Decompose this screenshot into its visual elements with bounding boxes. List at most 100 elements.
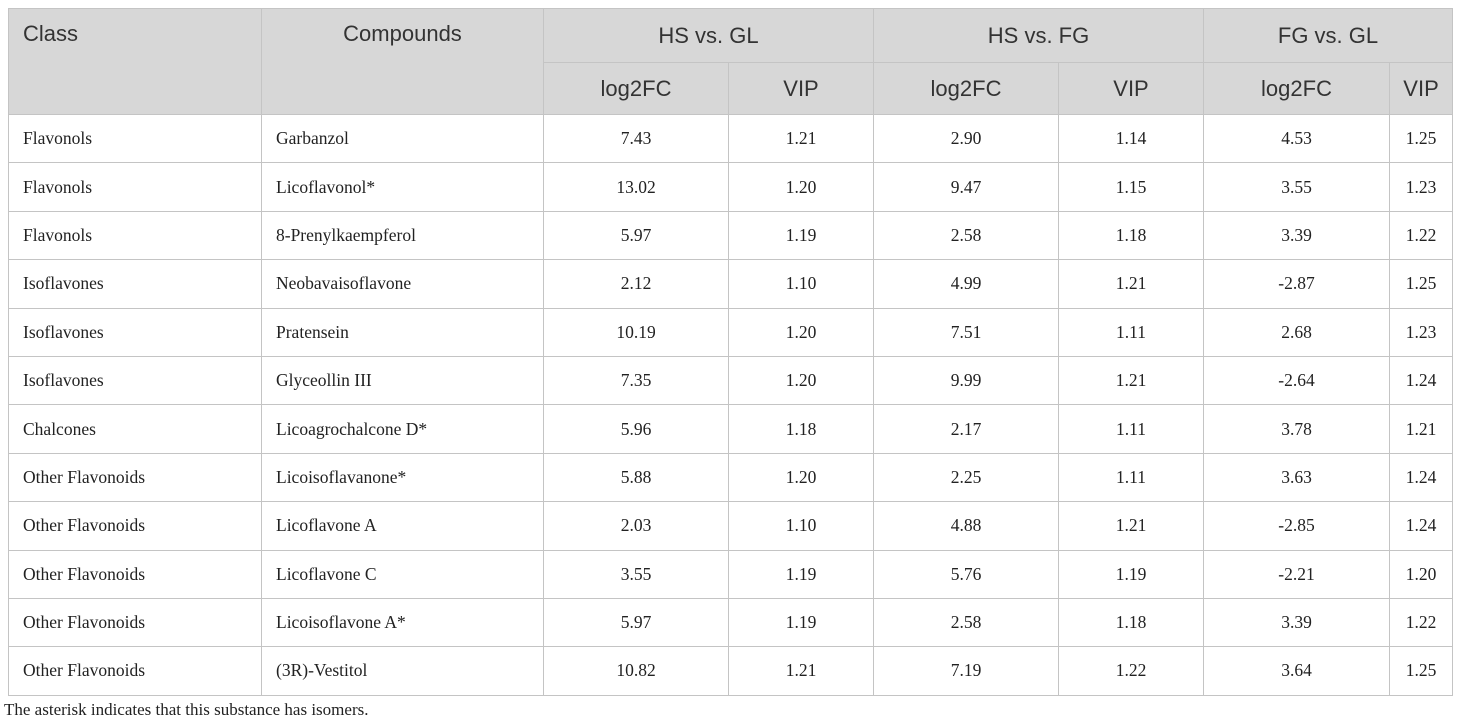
value-cell: 1.23 bbox=[1389, 307, 1454, 357]
text-cell: Licoisoflavanone* bbox=[261, 452, 544, 503]
value-cell: 7.43 bbox=[543, 113, 729, 164]
value-cell: 1.19 bbox=[728, 549, 874, 599]
value-cell: 3.63 bbox=[1203, 452, 1391, 503]
table-container: Class Compounds HS vs. GL HS vs. FG FG v… bbox=[8, 8, 1454, 696]
value-cell: 1.10 bbox=[728, 501, 874, 551]
value-cell: 3.55 bbox=[1203, 162, 1391, 212]
value-cell: 5.88 bbox=[543, 452, 729, 503]
value-cell: 7.19 bbox=[873, 646, 1059, 696]
value-cell: 2.58 bbox=[873, 597, 1059, 648]
table-row: Isoflavones Neobavaisoflavone 2.12 1.10 4.99… bbox=[8, 259, 1454, 309]
value-cell: 1.21 bbox=[1389, 404, 1454, 454]
data-table: Class Compounds HS vs. GL HS vs. FG FG v… bbox=[8, 8, 1454, 696]
value-cell: 1.15 bbox=[1057, 162, 1205, 212]
value-cell: 2.17 bbox=[873, 404, 1059, 454]
value-cell: 1.21 bbox=[1057, 501, 1205, 551]
value-cell: 1.25 bbox=[1389, 113, 1454, 164]
table-row: Flavonols Garbanzol 7.43 1.21 2.90 1.14 4.53 1.… bbox=[8, 113, 1454, 164]
text-cell: Flavonols bbox=[8, 210, 262, 261]
value-cell: 1.24 bbox=[1389, 452, 1454, 503]
text-cell: Licoisoflavone A* bbox=[261, 597, 544, 648]
value-cell: 1.18 bbox=[1057, 597, 1205, 648]
text-cell: Licoflavonol* bbox=[261, 162, 544, 212]
text-cell: Licoflavone A bbox=[261, 501, 544, 551]
value-cell: 1.19 bbox=[1057, 549, 1205, 599]
value-cell: 10.82 bbox=[543, 646, 729, 696]
text-cell: Isoflavones bbox=[8, 307, 262, 357]
value-cell: 1.10 bbox=[728, 259, 874, 309]
value-cell: 1.20 bbox=[728, 452, 874, 503]
header-group: HS vs. FG bbox=[872, 8, 1205, 63]
subheader-cell: VIP bbox=[1057, 62, 1205, 115]
value-cell: 3.78 bbox=[1203, 404, 1391, 454]
value-cell: 1.22 bbox=[1389, 210, 1454, 261]
text-cell: Other Flavonoids bbox=[8, 646, 262, 696]
header-group: FG vs. GL bbox=[1203, 8, 1454, 63]
value-cell: 4.88 bbox=[873, 501, 1059, 551]
value-cell: 1.20 bbox=[1389, 549, 1454, 599]
text-cell: 8-Prenylkaempferol bbox=[261, 210, 544, 261]
value-cell: 1.21 bbox=[1057, 259, 1205, 309]
value-cell: 3.39 bbox=[1203, 597, 1391, 648]
value-cell: 5.97 bbox=[543, 597, 729, 648]
header-cell: Class bbox=[8, 8, 262, 115]
value-cell: 1.20 bbox=[728, 162, 874, 212]
value-cell: 1.11 bbox=[1057, 452, 1205, 503]
value-cell: 1.20 bbox=[728, 355, 874, 406]
text-cell: Other Flavonoids bbox=[8, 597, 262, 648]
value-cell: 2.25 bbox=[873, 452, 1059, 503]
value-cell: 5.96 bbox=[543, 404, 729, 454]
value-cell: 1.19 bbox=[728, 597, 874, 648]
table-row: Isoflavones Pratensein 10.19 1.20 7.51 1.11 2.… bbox=[8, 307, 1454, 357]
value-cell: 5.76 bbox=[873, 549, 1059, 599]
table-row: Isoflavones Glyceollin III 7.35 1.20 9.99 1.2… bbox=[8, 355, 1454, 406]
header-cell: Compounds bbox=[261, 8, 544, 115]
table-row: Other Flavonoids Licoisoflavanone* 5.88 1.2… bbox=[8, 452, 1454, 503]
value-cell: -2.85 bbox=[1203, 501, 1391, 551]
value-cell: 3.39 bbox=[1203, 210, 1391, 261]
value-cell: 1.11 bbox=[1057, 307, 1205, 357]
value-cell: 9.99 bbox=[873, 355, 1059, 406]
value-cell: 1.18 bbox=[728, 404, 874, 454]
value-cell: 7.35 bbox=[543, 355, 729, 406]
value-cell: 1.25 bbox=[1389, 646, 1454, 696]
table-row: Chalcones Licoagrochalcone D* 5.96 1.18 2.17… bbox=[8, 404, 1454, 454]
value-cell: 1.20 bbox=[728, 307, 874, 357]
subheader-cell: log2FC bbox=[1203, 62, 1391, 115]
value-cell: 1.11 bbox=[1057, 404, 1205, 454]
value-cell: 7.51 bbox=[873, 307, 1059, 357]
value-cell: -2.87 bbox=[1203, 259, 1391, 309]
value-cell: 2.12 bbox=[543, 259, 729, 309]
value-cell: 4.53 bbox=[1203, 113, 1391, 164]
value-cell: 2.68 bbox=[1203, 307, 1391, 357]
header-group: HS vs. GL bbox=[543, 8, 874, 63]
value-cell: 1.21 bbox=[728, 113, 874, 164]
text-cell: Other Flavonoids bbox=[8, 549, 262, 599]
text-cell: Flavonols bbox=[8, 162, 262, 212]
value-cell: 2.90 bbox=[873, 113, 1059, 164]
text-cell: Chalcones bbox=[8, 404, 262, 454]
value-cell: 1.23 bbox=[1389, 162, 1454, 212]
text-cell: Isoflavones bbox=[8, 355, 262, 406]
value-cell: -2.21 bbox=[1203, 549, 1391, 599]
value-cell: 1.21 bbox=[1057, 355, 1205, 406]
text-cell: Glyceollin III bbox=[261, 355, 544, 406]
text-cell: Isoflavones bbox=[8, 259, 262, 309]
value-cell: -2.64 bbox=[1203, 355, 1391, 406]
value-cell: 5.97 bbox=[543, 210, 729, 261]
text-cell: Other Flavonoids bbox=[8, 452, 262, 503]
value-cell: 1.22 bbox=[1389, 597, 1454, 648]
value-cell: 1.25 bbox=[1389, 259, 1454, 309]
table-row: Flavonols Licoflavonol* 13.02 1.20 9.47 1.15 3… bbox=[8, 162, 1454, 212]
subheader-cell: log2FC bbox=[543, 62, 729, 115]
value-cell: 3.64 bbox=[1203, 646, 1391, 696]
value-cell: 2.03 bbox=[543, 501, 729, 551]
text-cell: Licoagrochalcone D* bbox=[261, 404, 544, 454]
value-cell: 4.99 bbox=[873, 259, 1059, 309]
value-cell: 1.21 bbox=[728, 646, 874, 696]
text-cell: Garbanzol bbox=[261, 113, 544, 164]
table-row: Other Flavonoids Licoisoflavone A* 5.97 1.1… bbox=[8, 597, 1454, 648]
table-body: Flavonols Garbanzol 7.43 1.21 2.90 1.14 4.53 1.… bbox=[8, 113, 1454, 696]
value-cell: 1.18 bbox=[1057, 210, 1205, 261]
